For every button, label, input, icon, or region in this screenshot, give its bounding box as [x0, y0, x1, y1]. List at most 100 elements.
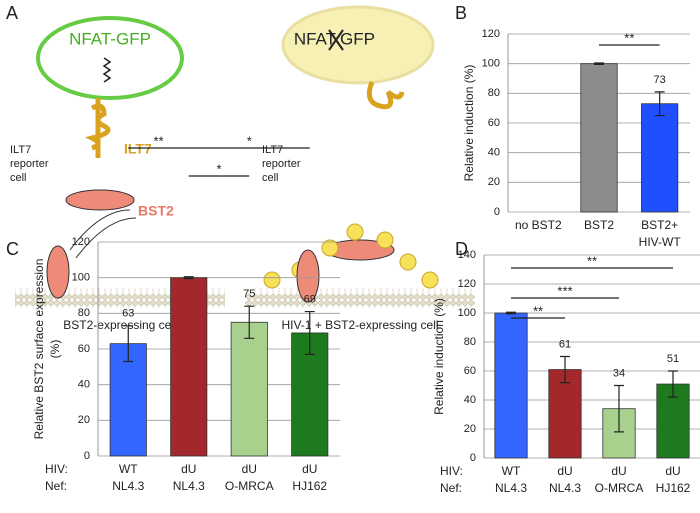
bar: [548, 369, 582, 459]
reporter-cell: [36, 16, 184, 100]
value-label: 34: [613, 367, 625, 379]
x-tick-label: no BST2: [515, 218, 562, 232]
row-label: HIV:: [45, 462, 68, 476]
x-tick-label: dU: [557, 464, 572, 478]
error-bar: [560, 355, 570, 384]
error-bar: [244, 305, 255, 339]
cross: [328, 29, 344, 51]
value-label: 63: [122, 308, 134, 320]
y-tick-label: 100: [458, 307, 476, 319]
y-tick-label: 120: [482, 28, 500, 40]
y-tick-label: 0: [494, 206, 500, 218]
y-tick-label: 40: [78, 379, 90, 391]
reporter-label: NFAT: [294, 29, 336, 48]
diagram-right: NFAT GFP ILT7 reporter cell HIV-1 + BST2…: [245, 5, 475, 332]
y-tick-label: 140: [458, 249, 476, 261]
error-bar: [183, 276, 194, 280]
value-label: 51: [667, 353, 679, 365]
diagram-left: NFAT-GFP ILT7 reporter cell ILT7 BST2 BS…: [10, 16, 225, 332]
significance-label: **: [533, 303, 543, 318]
bar: [494, 312, 528, 459]
x-tick-label: NL4.3: [549, 481, 581, 495]
bar: [641, 103, 679, 213]
value-label: 75: [243, 288, 255, 300]
significance-label: *: [247, 133, 252, 148]
x-tick-label: HIV-WT: [639, 235, 682, 249]
y-tick-label: 0: [84, 450, 90, 462]
y-tick-label: 20: [464, 423, 476, 435]
bst2-stalk: [69, 209, 137, 259]
value-label: 73: [654, 74, 666, 86]
panel-label: B: [455, 3, 467, 23]
significance-label: **: [153, 133, 163, 148]
x-tick-label: BST2: [584, 218, 614, 232]
error-bar: [594, 62, 604, 66]
caption: HIV-1 + BST2-expressing cell: [281, 318, 438, 332]
y-tick-label: 100: [482, 58, 500, 70]
y-axis-label: Relative induction (%): [462, 65, 476, 182]
panel-label: D: [455, 239, 468, 259]
x-tick-label: NL4.3: [173, 479, 205, 493]
bar: [580, 63, 618, 213]
signal: [102, 57, 112, 83]
x-tick-label: NL4.3: [112, 479, 144, 493]
cell-label: cell: [10, 172, 27, 184]
x-tick-label: dU: [242, 462, 257, 476]
x-tick-label: O-MRCA: [595, 481, 644, 495]
y-axis-label: Relative induction (%): [432, 298, 446, 415]
panel-label: C: [6, 239, 19, 259]
bar: [109, 343, 147, 457]
y-tick-label: 60: [78, 343, 90, 355]
significance-label: **: [587, 253, 597, 268]
ilt7: [366, 81, 405, 110]
cell-label: reporter: [10, 158, 49, 170]
y-tick-label: 40: [488, 147, 500, 159]
y-tick-label: 100: [72, 272, 90, 284]
row-label: HIV:: [440, 464, 463, 478]
significance-label: *: [216, 161, 221, 176]
y-tick-label: 120: [458, 278, 476, 290]
x-tick-label: dU: [302, 462, 317, 476]
x-tick-label: WT: [119, 462, 138, 476]
y-tick-label: 20: [78, 414, 90, 426]
row-label: Nef:: [440, 481, 462, 495]
cell-label: cell: [262, 172, 279, 184]
cell-label: reporter: [262, 158, 301, 170]
error-bar: [614, 384, 624, 433]
x-tick-label: WT: [502, 464, 521, 478]
bst2: [65, 189, 135, 211]
bst2-label: BST2: [138, 203, 174, 219]
value-label: 61: [559, 338, 571, 350]
error-bar: [123, 325, 134, 363]
bar: [170, 277, 208, 457]
error-bar: [668, 370, 678, 398]
ilt7-label: ILT7: [124, 141, 152, 157]
reporter-label: GFP: [340, 29, 375, 48]
x-tick-label: dU: [181, 462, 196, 476]
bst2-anchor: [296, 249, 320, 303]
y-tick-label: 40: [464, 394, 476, 406]
panel-label: A: [6, 3, 18, 23]
y-tick-label: 0: [470, 452, 476, 464]
y-axis-label: (%): [48, 340, 62, 359]
x-tick-label: BST2+: [641, 218, 678, 232]
x-tick-label: HJ162: [656, 481, 691, 495]
caption: BST2-expressing cell: [63, 318, 176, 332]
error-bar: [304, 310, 315, 355]
reporter-cell: [281, 5, 435, 85]
y-tick-label: 60: [488, 117, 500, 129]
x-tick-label: HJ162: [292, 479, 327, 493]
error-bar: [506, 311, 516, 315]
cell-label: ILT7: [262, 144, 283, 156]
y-tick-label: 120: [72, 236, 90, 248]
y-tick-label: 80: [488, 87, 500, 99]
y-axis-label: Relative BST2 surface expression: [32, 259, 46, 440]
value-label: 69: [304, 293, 316, 305]
x-tick-label: dU: [611, 464, 626, 478]
significance-label: ***: [557, 283, 572, 298]
x-tick-label: dU: [665, 464, 680, 478]
bst2-anchor: [46, 245, 70, 299]
significance-label: **: [624, 30, 634, 45]
x-tick-label: NL4.3: [495, 481, 527, 495]
